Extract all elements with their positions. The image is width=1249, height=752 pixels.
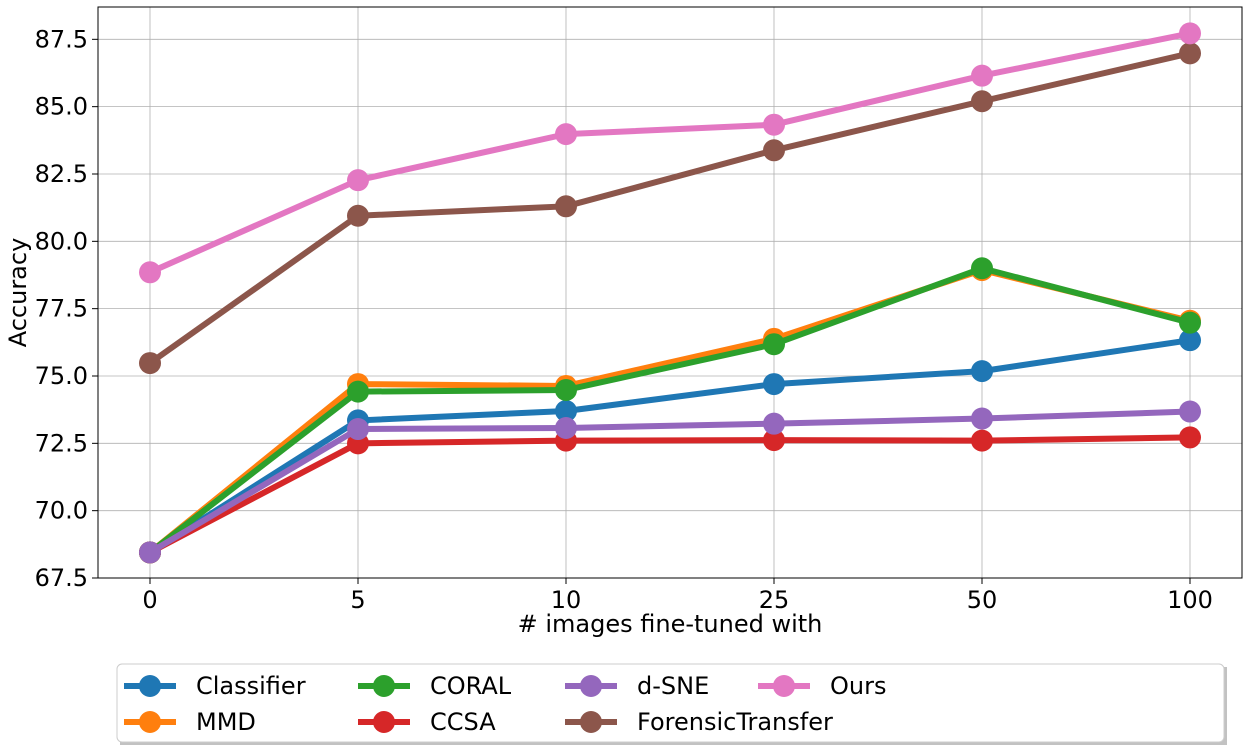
series-line — [148, 408, 1191, 555]
data-point — [555, 400, 577, 423]
data-point — [1179, 400, 1201, 423]
data-point — [971, 407, 993, 430]
legend-marker — [773, 675, 795, 697]
data-point — [763, 429, 785, 452]
data-point — [139, 541, 161, 564]
series-lines — [139, 22, 1201, 564]
data-point — [1179, 22, 1201, 45]
series-ccsa — [139, 426, 1201, 564]
data-point — [1179, 329, 1201, 352]
series-d-sne — [139, 400, 1201, 564]
series-ours — [139, 22, 1201, 284]
x-axis-label: # images fine-tuned with — [518, 610, 823, 638]
series-mmd — [139, 259, 1201, 564]
x-tick-label: 50 — [967, 586, 998, 614]
data-point — [139, 352, 161, 375]
data-point — [971, 90, 993, 113]
series-line — [148, 265, 1191, 555]
data-point — [763, 412, 785, 435]
y-tick-label: 77.5 — [35, 295, 88, 323]
legend-marker — [139, 675, 161, 697]
y-axis-label: Accuracy — [4, 238, 32, 348]
data-point — [555, 123, 577, 146]
y-tick-label: 70.0 — [35, 497, 88, 525]
data-point — [971, 257, 993, 280]
y-tick-label: 75.0 — [35, 362, 88, 390]
data-point — [347, 204, 369, 227]
legend-marker — [580, 711, 602, 733]
x-tick-label: 0 — [142, 586, 157, 614]
y-tick-label: 85.0 — [35, 93, 88, 121]
legend-label: Ours — [830, 672, 886, 700]
legend-marker — [580, 675, 602, 697]
series-line — [148, 267, 1191, 555]
series-line — [148, 337, 1191, 555]
series-line — [148, 50, 1191, 366]
data-point — [347, 380, 369, 403]
legend-entry: d-SNE — [565, 672, 709, 700]
legend-marker — [139, 711, 161, 733]
data-point — [763, 113, 785, 136]
y-axis-ticks: 67.5 70.0 72.5 75.0 77.5 80.0 82.5 85.0 87.5 — [35, 25, 98, 592]
data-point — [555, 195, 577, 218]
data-point — [1179, 311, 1201, 334]
legend-entry: MMD — [124, 708, 256, 736]
x-tick-label: 5 — [350, 586, 365, 614]
data-point — [555, 416, 577, 439]
legend-entry: Classifier — [124, 672, 306, 700]
legend-entry: Ours — [758, 672, 886, 700]
x-tick-label: 100 — [1167, 586, 1213, 614]
legend-label: CORAL — [430, 672, 512, 700]
y-tick-label: 80.0 — [35, 227, 88, 255]
legend-marker — [373, 675, 395, 697]
data-point — [555, 379, 577, 402]
series-line — [148, 434, 1191, 556]
data-point — [1179, 42, 1201, 65]
legend-entry: CORAL — [358, 672, 512, 700]
plot-frame — [97, 6, 1243, 579]
legend: Classifier MMD CORAL CCSA d-SNE ForensicTrans… — [116, 663, 1227, 745]
data-point — [1179, 426, 1201, 449]
data-point — [347, 418, 369, 441]
y-tick-label: 72.5 — [35, 429, 88, 457]
legend-label: ForensicTransfer — [637, 708, 833, 736]
x-tick-label: 10 — [551, 586, 582, 614]
data-point — [971, 64, 993, 87]
data-point — [971, 429, 993, 452]
y-tick-label: 67.5 — [35, 564, 88, 592]
series-forensictransfer — [139, 42, 1201, 375]
data-point — [763, 139, 785, 162]
x-tick-label: 25 — [759, 586, 790, 614]
legend-label: d-SNE — [637, 672, 709, 700]
legend-label: Classifier — [196, 672, 306, 700]
data-point — [763, 373, 785, 396]
legend-entry: CCSA — [358, 708, 496, 736]
legend-marker — [373, 711, 395, 733]
data-point — [763, 333, 785, 356]
data-point — [139, 261, 161, 284]
y-tick-label: 87.5 — [35, 25, 88, 53]
data-point — [347, 169, 369, 192]
series-coral — [139, 257, 1201, 564]
x-axis-ticks: 0 5 10 25 50 100 — [142, 578, 1213, 614]
legend-label: CCSA — [430, 708, 496, 736]
legend-label: MMD — [196, 708, 256, 736]
y-tick-label: 82.5 — [35, 160, 88, 188]
legend-entry: ForensicTransfer — [565, 708, 833, 736]
data-point — [971, 360, 993, 383]
series-line — [148, 30, 1191, 276]
